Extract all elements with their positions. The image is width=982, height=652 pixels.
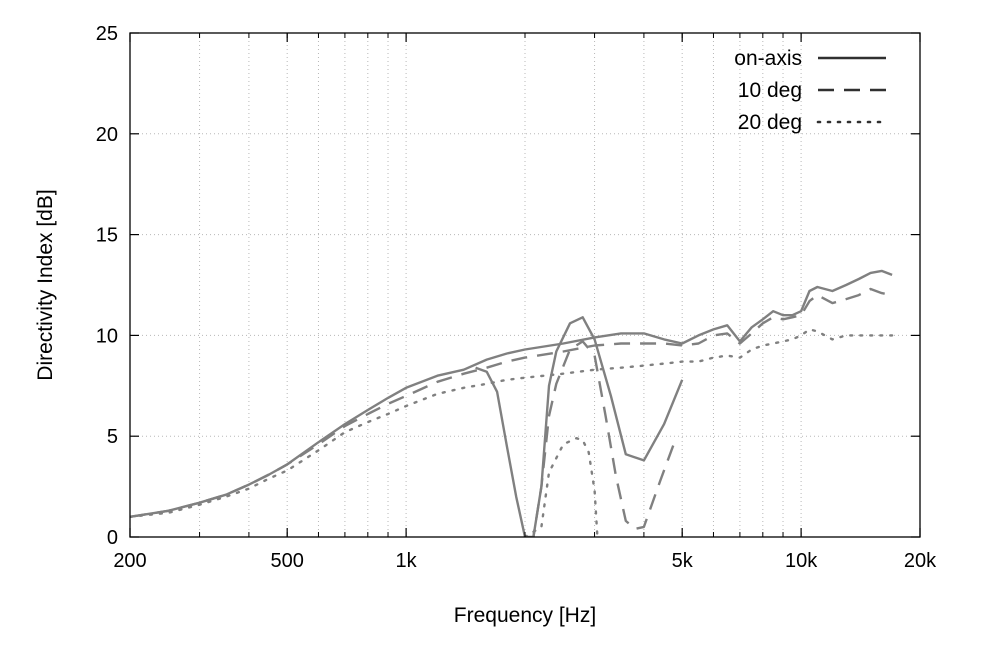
y-tick-label: 10 — [96, 325, 118, 347]
series-line-10-deg — [130, 287, 893, 518]
series-line-on-axis — [130, 269, 893, 518]
series-line-segment-3 — [475, 366, 527, 537]
legend-label: 20 deg — [738, 111, 802, 134]
x-axis-title: Frequency [Hz] — [454, 604, 596, 627]
x-tick-label: 5k — [672, 550, 694, 572]
series-line-segment-5 — [525, 340, 677, 537]
x-tick-label: 500 — [270, 550, 303, 572]
x-tick-label: 200 — [113, 550, 146, 572]
y-tick-label: 0 — [107, 527, 118, 549]
series-lines — [130, 269, 894, 537]
x-tick-label: 20k — [904, 550, 937, 572]
y-tick-label: 20 — [96, 124, 118, 146]
x-tick-label: 1k — [396, 550, 418, 572]
series-line-20-deg — [130, 328, 894, 518]
x-tick-label: 10k — [785, 550, 818, 572]
y-tick-label: 15 — [96, 225, 118, 247]
legend-label: on-axis — [734, 47, 802, 70]
grid — [130, 33, 920, 537]
y-axis-title: Directivity Index [dB] — [34, 189, 57, 380]
legend-label: 10 deg — [738, 79, 802, 102]
axis-ticks: 200 500 1k 5k 10k 20k 0 5 10 15 20 25 — [96, 23, 937, 572]
legend: on-axis 10 deg 20 deg — [734, 47, 888, 134]
series-line-segment-4 — [532, 316, 684, 537]
y-tick-label: 25 — [96, 23, 118, 45]
y-tick-label: 5 — [107, 426, 118, 448]
series-line-segment-6 — [523, 437, 599, 537]
